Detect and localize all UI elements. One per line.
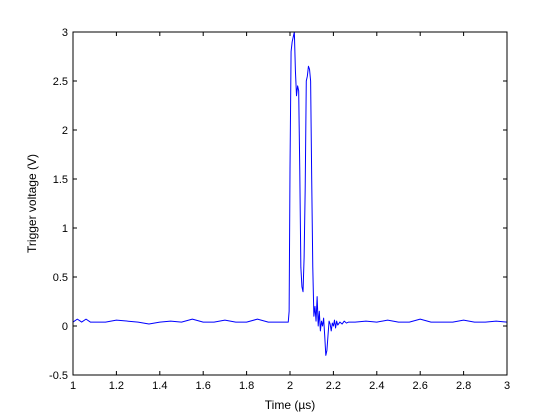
y-axis-label: Trigger voltage (V) (25, 154, 39, 253)
x-tick-label: 2.8 (456, 380, 471, 392)
x-tick-label: 3 (504, 380, 510, 392)
x-tick-label: 1.8 (239, 380, 254, 392)
x-axis-label: Time (µs) (265, 398, 315, 412)
x-tick-label: 1.6 (196, 380, 211, 392)
y-tick-label: 0.5 (53, 272, 68, 284)
x-tick-label: 2.2 (326, 380, 341, 392)
x-tick-label: 1 (70, 380, 76, 392)
y-tick-label: 2 (62, 125, 68, 137)
x-tick-label: 1.2 (109, 380, 124, 392)
y-tick-label: 1 (62, 223, 68, 235)
trigger-voltage-series-line (72, 31, 508, 356)
x-tick-label: 2.6 (413, 380, 428, 392)
y-tick-label: 0 (62, 321, 68, 333)
y-tick-label: 2.5 (53, 76, 68, 88)
y-tick-label: -0.5 (49, 370, 68, 382)
plot-area (72, 31, 508, 356)
x-tick-label: 2.4 (369, 380, 384, 392)
x-tick-label: 2 (287, 380, 293, 392)
x-tick-label: 1.4 (152, 380, 167, 392)
y-tick-label: 1.5 (53, 174, 68, 186)
y-tick-label: 3 (62, 27, 68, 39)
axes-ticks: 1 1.2 1.4 1.6 1.8 2 2.2 2.4 2.6 2.8 3 -0.5 0 0.5 1 1.5 2… (49, 27, 510, 392)
